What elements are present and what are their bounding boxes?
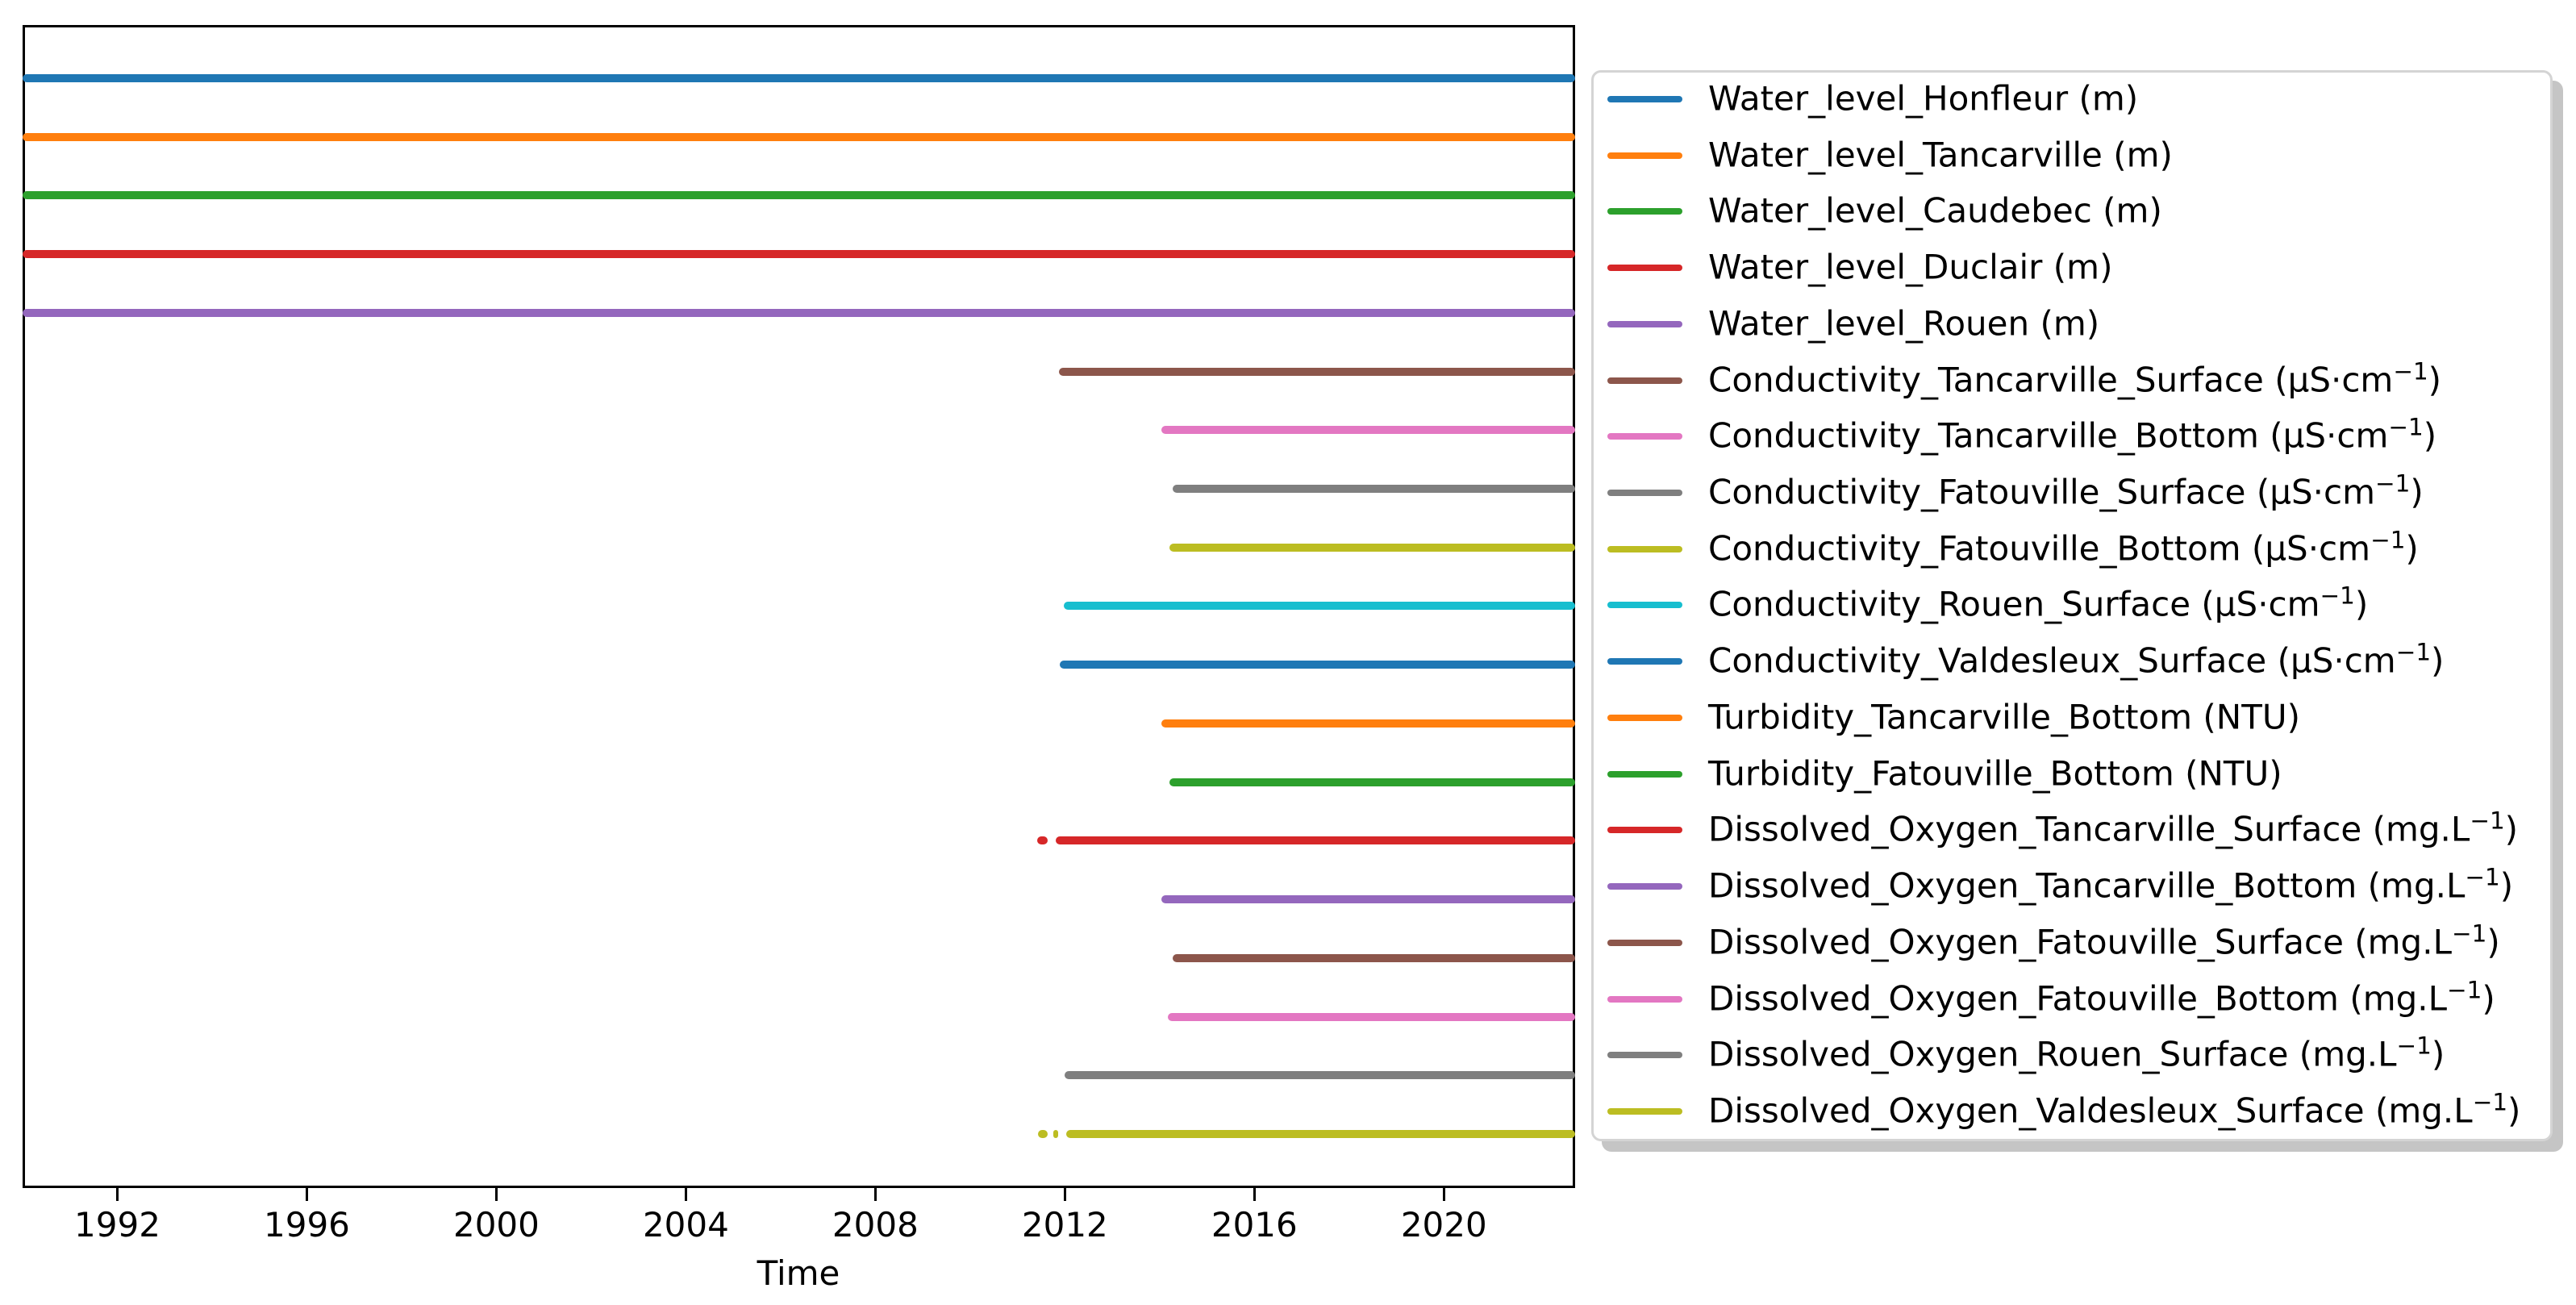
timeline-segment <box>1055 836 1575 845</box>
x-tick <box>115 1188 119 1201</box>
legend-label: Conductivity_Tancarville_Bottom (μS·cm−1… <box>1708 413 2437 456</box>
x-tick <box>1253 1188 1256 1201</box>
legend-label: Water_level_Honfleur (m) <box>1708 78 2139 119</box>
x-tick <box>305 1188 308 1201</box>
legend-swatch <box>1607 265 1682 272</box>
legend-label: Dissolved_Oxygen_Fatouville_Surface (mg.… <box>1708 919 2500 962</box>
legend-label: Water_level_Rouen (m) <box>1708 303 2100 344</box>
legend-label: Dissolved_Oxygen_Tancarville_Bottom (mg.… <box>1708 863 2514 906</box>
legend-swatch <box>1607 433 1682 440</box>
legend-swatch <box>1607 545 1682 552</box>
timeline-segment <box>23 308 1575 317</box>
x-tick-label: 2016 <box>1211 1205 1298 1245</box>
timeline-segment <box>1161 426 1575 435</box>
timeline-segment <box>1065 1071 1575 1080</box>
timeline-segment <box>1053 1129 1059 1138</box>
timeline-segment <box>1173 953 1575 962</box>
legend-swatch <box>1607 827 1682 834</box>
legend-label: Conductivity_Fatouville_Surface (μS·cm−1… <box>1708 469 2424 512</box>
x-tick-label: 2000 <box>452 1205 540 1245</box>
legend-label: Turbidity_Tancarville_Bottom (NTU) <box>1708 697 2300 737</box>
legend-swatch <box>1607 995 1682 1003</box>
timeline-segment <box>1066 1129 1575 1138</box>
timeline-segment <box>1059 367 1575 376</box>
legend-label: Turbidity_Fatouville_Bottom (NTU) <box>1708 753 2282 794</box>
legend-label: Dissolved_Oxygen_Fatouville_Bottom (mg.L… <box>1708 976 2495 1019</box>
legend-label: Water_level_Duclair (m) <box>1708 247 2113 287</box>
x-tick-label: 1992 <box>74 1205 160 1245</box>
legend-swatch <box>1607 152 1682 159</box>
timeline-segment <box>23 74 1575 82</box>
legend-label: Conductivity_Fatouville_Bottom (μS·cm−1) <box>1708 526 2419 569</box>
legend-label: Conductivity_Rouen_Surface (μS·cm−1) <box>1708 582 2369 624</box>
legend-swatch <box>1607 883 1682 890</box>
legend-swatch <box>1607 377 1682 384</box>
legend-label: Conductivity_Valdesleux_Surface (μS·cm−1… <box>1708 638 2445 681</box>
timeline-segment <box>1173 485 1575 494</box>
legend-swatch <box>1607 490 1682 497</box>
legend-swatch <box>1607 658 1682 665</box>
timeline-segment <box>1169 778 1575 786</box>
legend-label: Water_level_Tancarville (m) <box>1708 135 2173 175</box>
timeline-segment <box>1038 1129 1048 1138</box>
legend-swatch <box>1607 208 1682 215</box>
timeline-segment <box>23 132 1575 141</box>
legend-swatch <box>1607 96 1682 102</box>
timeline-segment <box>23 250 1575 259</box>
legend-swatch <box>1607 320 1682 327</box>
plot-area <box>23 25 1575 1188</box>
legend: Water_level_Honfleur (m) Water_level_Tanc… <box>1591 70 2553 1141</box>
timeline-segment <box>23 191 1575 200</box>
legend-swatch <box>1607 939 1682 946</box>
legend-label: Conductivity_Tancarville_Surface (μS·cm−… <box>1708 357 2442 400</box>
x-tick-label: 1996 <box>264 1205 350 1245</box>
legend-swatch <box>1607 1052 1682 1059</box>
legend-label: Dissolved_Oxygen_Valdesleux_Surface (mg.… <box>1708 1088 2521 1131</box>
x-tick-label: 2008 <box>832 1205 919 1245</box>
x-tick <box>494 1188 498 1201</box>
timeline-segment <box>1037 836 1048 845</box>
x-axis-title: Time <box>757 1253 840 1293</box>
x-tick <box>873 1188 877 1201</box>
timeline-segment <box>1168 1012 1575 1021</box>
timeline-segment <box>1060 661 1575 669</box>
legend-swatch <box>1607 714 1682 721</box>
timeline-segment <box>1161 895 1575 904</box>
x-tick <box>1063 1188 1066 1201</box>
x-tick-label: 2012 <box>1021 1205 1108 1245</box>
timeline-segment <box>1064 602 1575 611</box>
timeline-segment <box>1169 543 1575 552</box>
legend-label: Dissolved_Oxygen_Rouen_Surface (mg.L−1) <box>1708 1032 2445 1074</box>
legend-swatch <box>1607 770 1682 778</box>
legend-swatch <box>1607 1107 1682 1115</box>
x-tick-label: 2004 <box>642 1205 729 1245</box>
legend-swatch <box>1607 602 1682 609</box>
legend-label: Dissolved_Oxygen_Tancarville_Surface (mg… <box>1708 807 2519 849</box>
timeline-segment <box>1161 719 1575 728</box>
legend-label: Water_level_Caudebec (m) <box>1708 190 2162 231</box>
x-tick <box>684 1188 687 1201</box>
x-tick <box>1442 1188 1445 1201</box>
x-tick-label: 2020 <box>1400 1205 1487 1245</box>
